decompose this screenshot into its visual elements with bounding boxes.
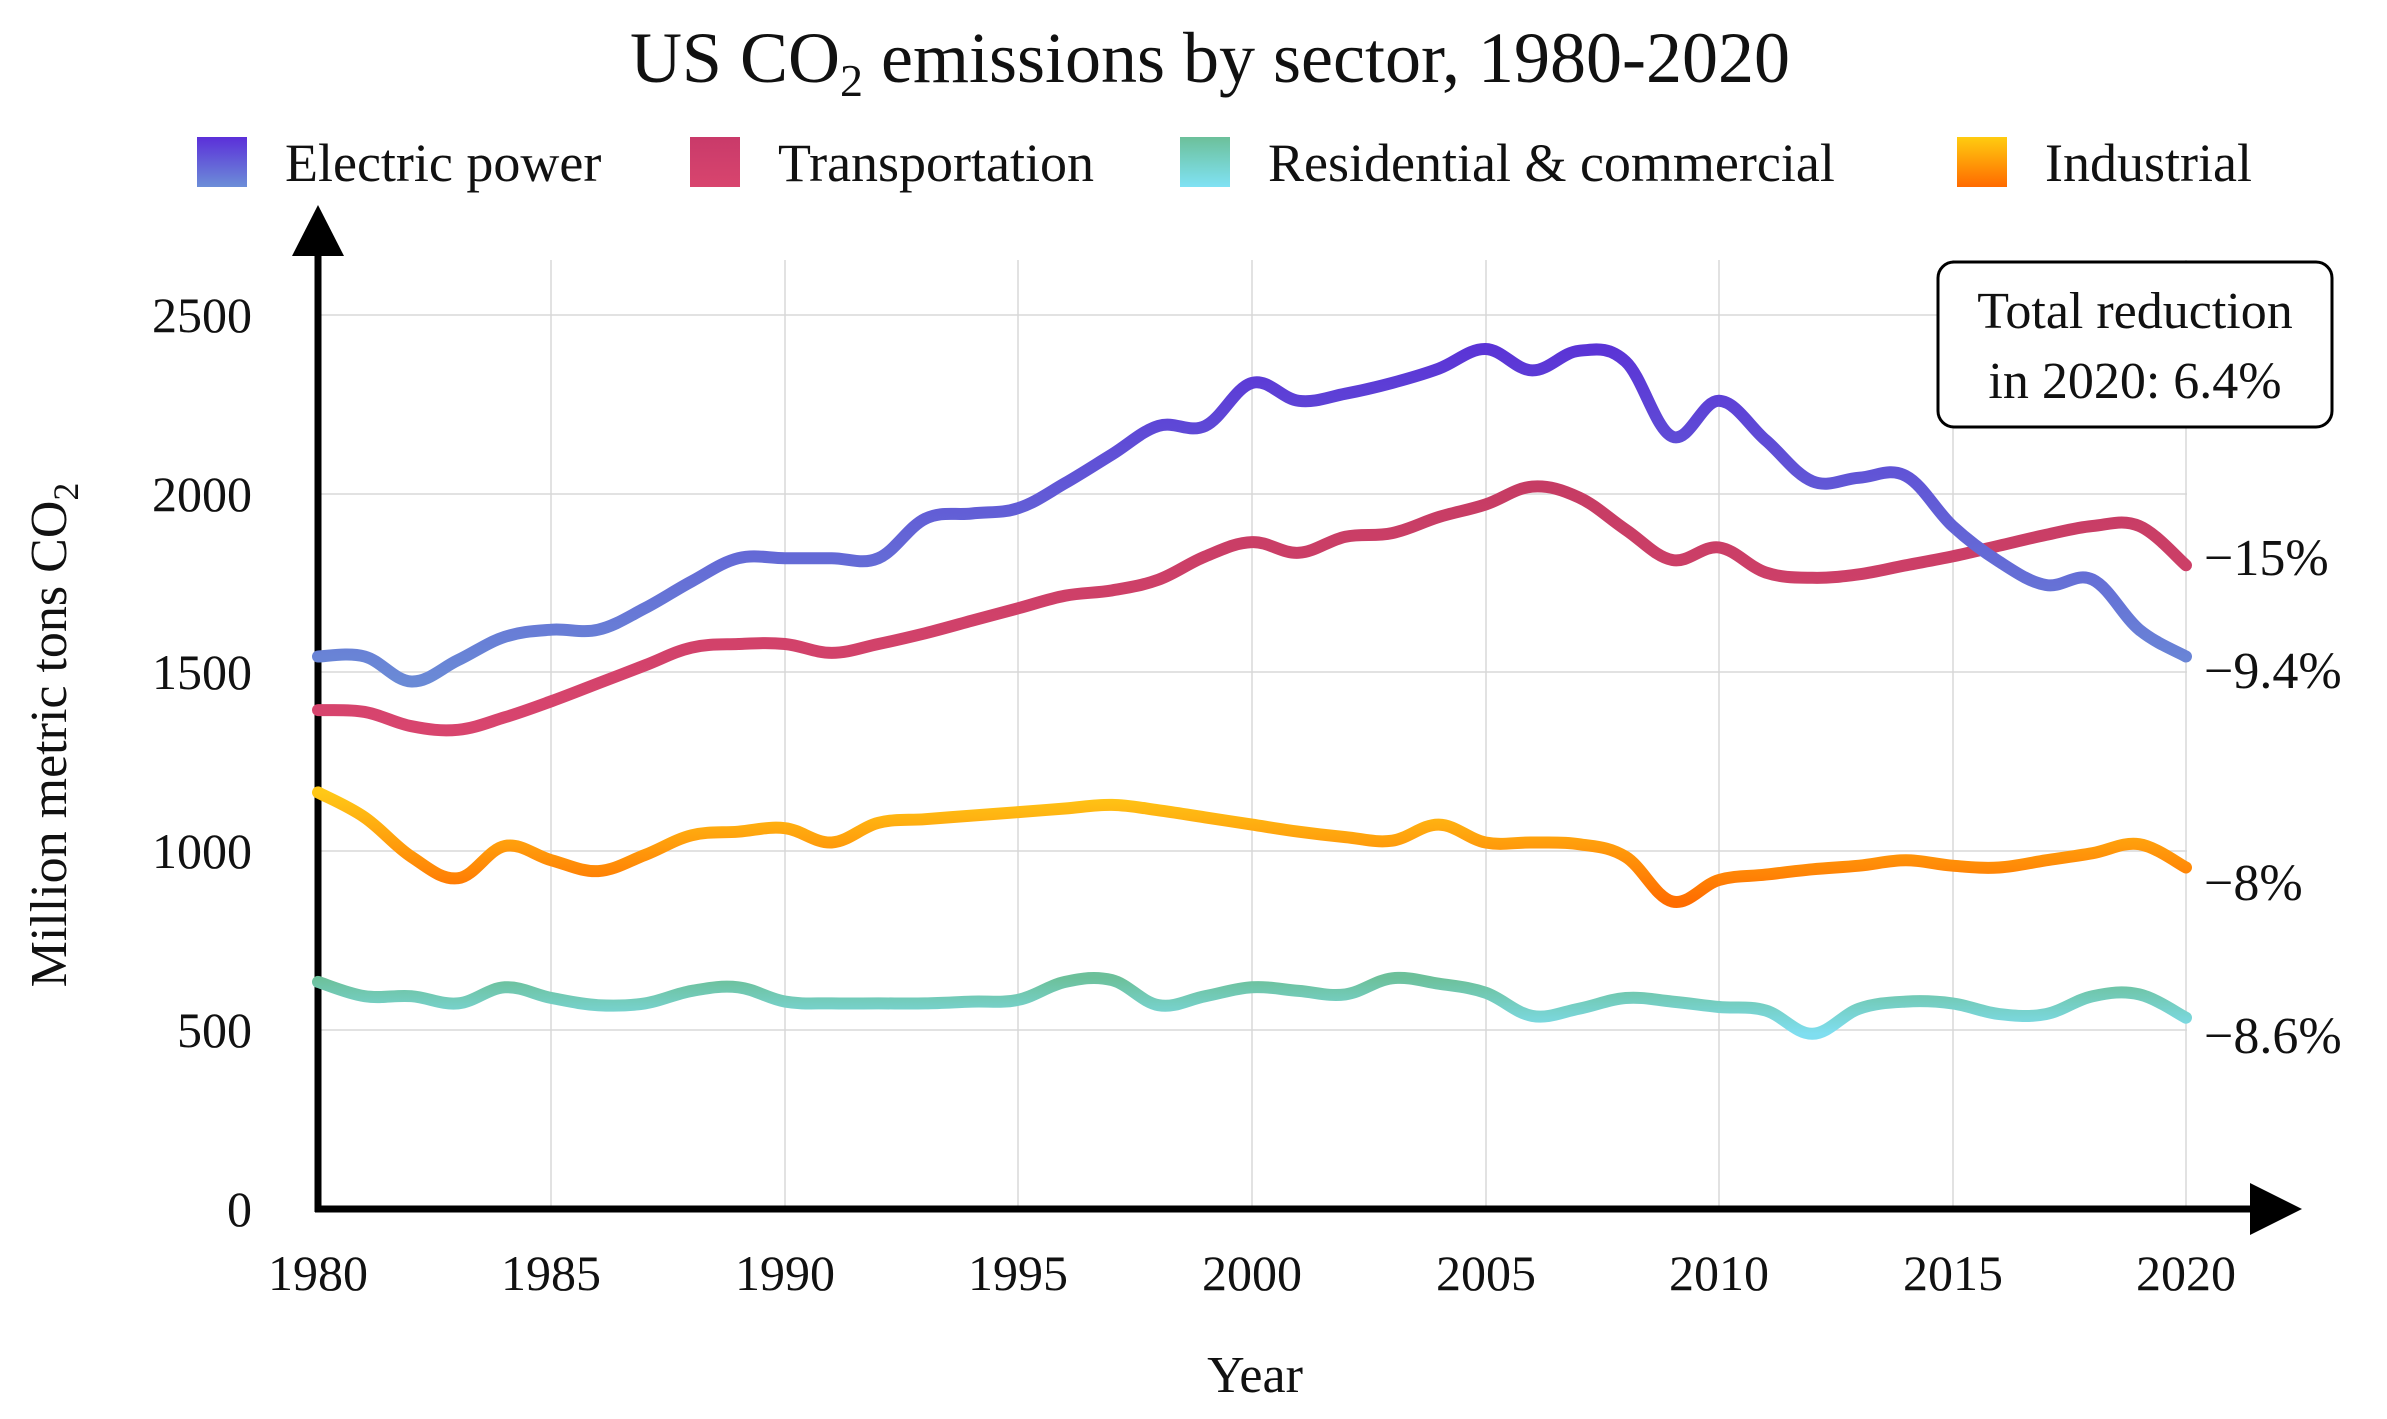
x-tick-1985: 1985 <box>501 1245 601 1301</box>
x-tick-2005: 2005 <box>1436 1245 1536 1301</box>
x-tick-2020: 2020 <box>2136 1245 2236 1301</box>
legend-label-transportation: Transportation <box>778 133 1094 193</box>
y-tick-2000: 2000 <box>152 466 252 522</box>
series-lines <box>312 343 2192 1040</box>
legend-swatch-transportation <box>690 137 740 187</box>
y-tick-1000: 1000 <box>152 823 252 879</box>
legend-swatch-industrial <box>1957 137 2007 187</box>
x-axis-title: Year <box>1207 1347 1303 1404</box>
legend-label-industrial: Industrial <box>2045 133 2252 193</box>
note-box <box>1936 260 2334 429</box>
x-tick-1980: 1980 <box>268 1245 368 1301</box>
y-tick-labels: 0 500 1000 1500 2000 2500 <box>152 287 252 1237</box>
y-axis-arrow <box>292 205 344 256</box>
legend-label-residential-commercial: Residential & commercial <box>1268 133 1835 193</box>
axes <box>292 205 2302 1235</box>
x-tick-2010: 2010 <box>1669 1245 1769 1301</box>
series-line-transportation <box>312 480 2192 737</box>
y-tick-0: 0 <box>227 1181 252 1237</box>
end-label-residential-commercial: −8.6% <box>2204 1008 2342 1065</box>
legend-swatch-residential-commercial <box>1180 137 1230 187</box>
y-axis-title-subscript: 2 <box>46 483 86 501</box>
y-axis-title-main: Million metric tons CO <box>21 501 78 988</box>
x-tick-1990: 1990 <box>735 1245 835 1301</box>
x-tick-2000: 2000 <box>1202 1245 1302 1301</box>
series-line-residential-commercial <box>312 971 2192 1040</box>
title-suffix: emissions by sector, 1980-2020 <box>863 18 1790 98</box>
x-axis-arrow <box>2250 1183 2302 1235</box>
title-subscript: 2 <box>840 55 863 106</box>
x-tick-1995: 1995 <box>968 1245 1068 1301</box>
gridlines <box>318 260 2187 1209</box>
x-tick-2015: 2015 <box>1903 1245 2003 1301</box>
y-tick-500: 500 <box>177 1002 252 1058</box>
series-line-industrial <box>312 786 2192 908</box>
note-line-2: in 2020: 6.4% <box>1988 353 2281 410</box>
total-reduction-note: Total reduction in 2020: 6.4% <box>1936 260 2334 429</box>
end-label-electric-power: −9.4% <box>2204 643 2342 700</box>
y-axis-title: Million metric tons CO2 <box>21 483 86 988</box>
end-label-transportation: −15% <box>2204 530 2329 587</box>
x-tick-labels: 1980 1985 1990 1995 2000 2005 2010 2015 … <box>268 1245 2236 1301</box>
title-main: US CO <box>630 18 840 98</box>
legend-swatch-electric-power <box>197 137 247 187</box>
end-labels: −15% −9.4% −8% −8.6% <box>2204 530 2342 1065</box>
end-label-industrial: −8% <box>2204 855 2303 912</box>
chart-title: US CO2 emissions by sector, 1980-2020 <box>630 18 1790 106</box>
series-line-electric-power <box>312 343 2192 688</box>
legend-label-electric-power: Electric power <box>285 133 601 193</box>
y-tick-1500: 1500 <box>152 644 252 700</box>
note-line-1: Total reduction <box>1977 283 2292 340</box>
y-tick-2500: 2500 <box>152 287 252 343</box>
legend: Electric power Transportation Residentia… <box>197 133 2252 193</box>
